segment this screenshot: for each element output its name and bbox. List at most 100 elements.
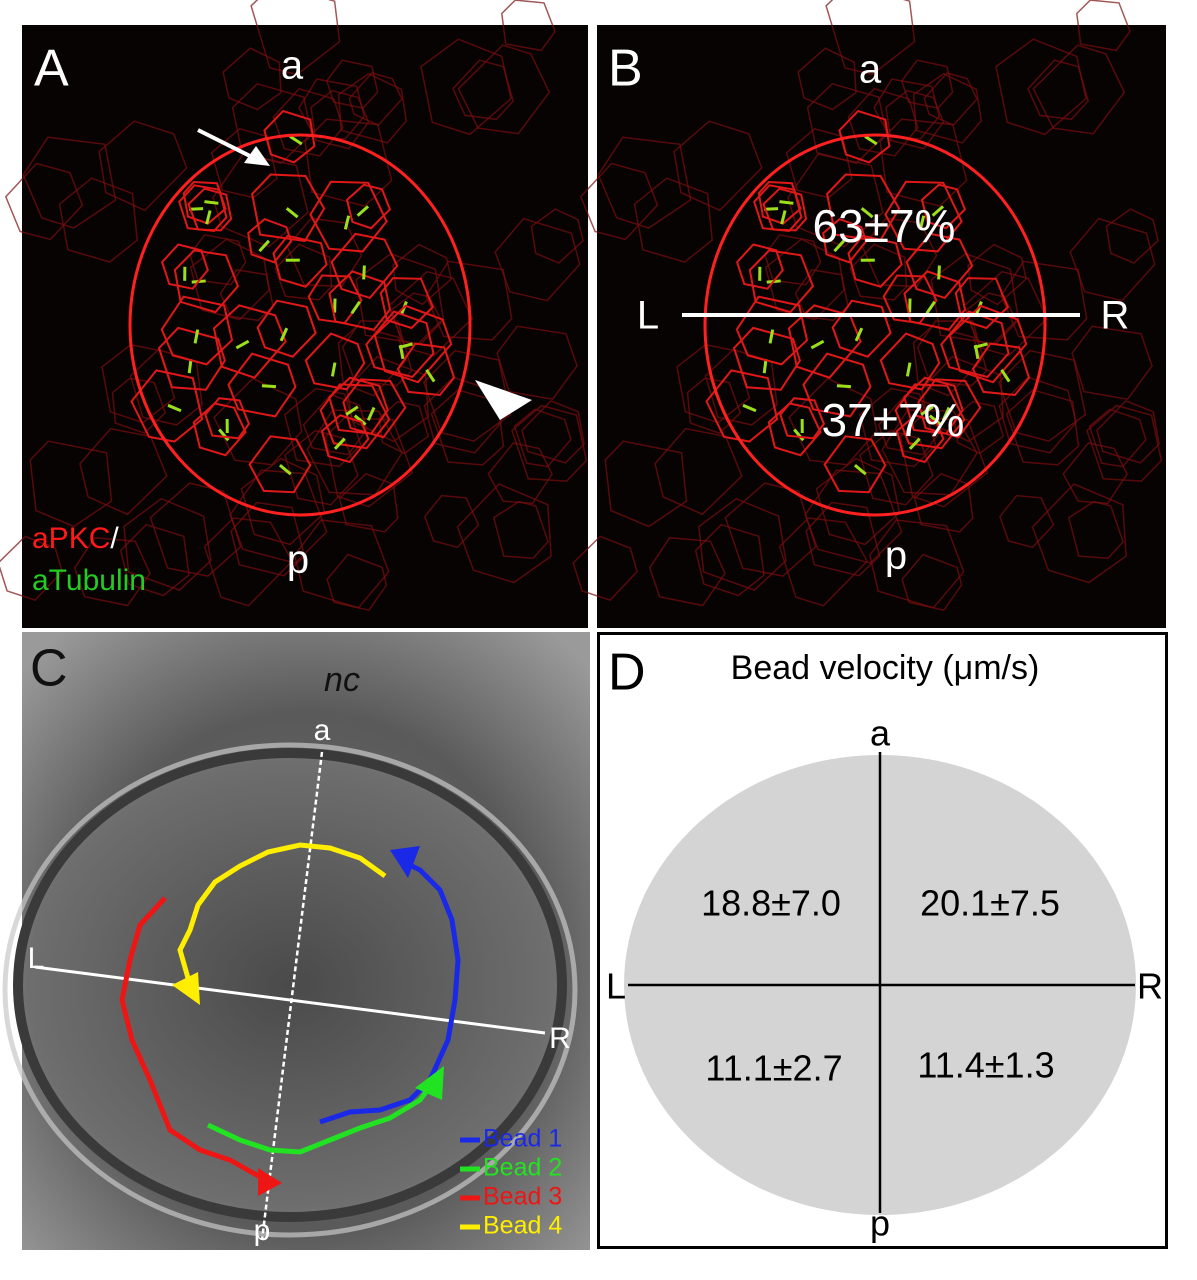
cell-outline	[849, 243, 908, 301]
cell-outline	[1032, 44, 1126, 135]
cell-outline	[123, 497, 212, 591]
cell-outline	[396, 342, 456, 397]
cell-outline	[912, 325, 983, 397]
cell-outline	[494, 217, 581, 302]
cell-outline	[858, 387, 937, 468]
cell-network	[572, 0, 1163, 612]
cilium	[931, 205, 945, 217]
cell-outline	[1071, 325, 1153, 401]
quadrant-value: 20.1±7.5	[920, 883, 1060, 924]
cell-outline	[320, 414, 370, 464]
cell-outline	[511, 404, 588, 482]
cell-outline	[903, 376, 964, 435]
cell-outline	[831, 299, 892, 358]
legend-label: Bead 3	[483, 1183, 562, 1211]
cell-outline	[899, 417, 989, 508]
cilium	[193, 329, 200, 344]
cell-outline	[724, 482, 817, 577]
cell-outline	[767, 402, 822, 457]
cell-outline	[0, 535, 63, 601]
panel-b-background	[597, 25, 1166, 628]
cell-outline	[694, 523, 765, 597]
posterior-fraction: 37±7%	[822, 394, 965, 446]
stain-legend: aPKC/	[32, 522, 119, 555]
cilium	[854, 327, 864, 342]
lr-axis	[34, 965, 546, 1035]
cell-outline	[227, 352, 297, 418]
quadrant-value: 11.1±2.7	[705, 1048, 842, 1089]
panel-a: A a p aPKC/ aTubulin	[0, 0, 588, 628]
legend-label: Bead 4	[483, 1212, 562, 1240]
cilium	[279, 327, 289, 342]
anterior-label: a	[314, 714, 331, 747]
anterior-label: a	[281, 44, 304, 88]
cell-outline	[58, 177, 138, 263]
cell-outline	[319, 383, 391, 450]
cell-outline	[212, 153, 309, 248]
cilium	[810, 339, 825, 350]
cell-outline	[378, 400, 430, 455]
notochord-label: nc	[324, 661, 360, 699]
cell-outline	[895, 414, 945, 464]
cilium	[779, 200, 794, 205]
cell-outline	[920, 183, 967, 230]
bead-1-arrow	[390, 846, 420, 878]
cilium	[937, 265, 941, 280]
stain-1: aPKC	[32, 522, 110, 555]
cell-outline	[530, 208, 584, 264]
cell-outline	[160, 295, 234, 366]
cell-outline	[204, 397, 251, 440]
legend-label: Bead 2	[483, 1154, 562, 1182]
cilium	[742, 403, 757, 413]
right-label: R	[1101, 294, 1130, 338]
cell-outline	[456, 483, 552, 584]
cell-outline	[847, 234, 903, 288]
cell-outline	[345, 183, 392, 230]
cell-outline	[22, 136, 117, 229]
cilium	[925, 300, 936, 315]
cell-outline	[735, 243, 784, 290]
anterior-label: a	[859, 48, 882, 92]
cilium	[205, 210, 212, 225]
right-label: R	[549, 1022, 571, 1055]
cell-outline	[597, 136, 692, 229]
cell-outline	[998, 376, 1078, 454]
cell-outline	[310, 89, 370, 150]
cilium	[1000, 369, 1011, 383]
cilium	[941, 406, 951, 421]
cell-outline	[457, 44, 551, 135]
cell-outline	[953, 400, 1005, 455]
cell-outline	[212, 304, 287, 379]
cell-outline	[73, 536, 151, 607]
stain-separator: /	[110, 522, 119, 555]
cell-outline	[905, 232, 974, 300]
cell-outline	[251, 173, 326, 243]
cell-outline	[4, 162, 84, 241]
cilium	[928, 414, 942, 426]
cell-outline	[250, 0, 341, 76]
cilium	[362, 265, 366, 280]
anterior-label: a	[870, 713, 891, 754]
cell-outline	[648, 536, 726, 607]
cell-outline	[762, 187, 808, 232]
cell-outline	[826, 173, 901, 243]
cell-outline	[999, 494, 1055, 549]
cilium	[343, 215, 351, 230]
bead-4-arrow	[172, 972, 200, 1005]
cell-outline	[263, 109, 316, 164]
cilium	[864, 135, 878, 146]
cilium	[333, 437, 346, 450]
cell-outline	[1005, 389, 1080, 466]
cell-outline	[392, 243, 453, 306]
cilium	[187, 359, 193, 374]
cell-outline	[1088, 408, 1147, 468]
cell-outline	[492, 500, 549, 559]
cell-outline	[877, 393, 943, 456]
cell-outline	[425, 260, 513, 341]
cell-outline	[885, 89, 945, 150]
cell-outline	[272, 234, 328, 288]
bead-4-track	[177, 842, 387, 986]
cell-outline	[732, 326, 801, 391]
cell-outline	[420, 38, 512, 136]
